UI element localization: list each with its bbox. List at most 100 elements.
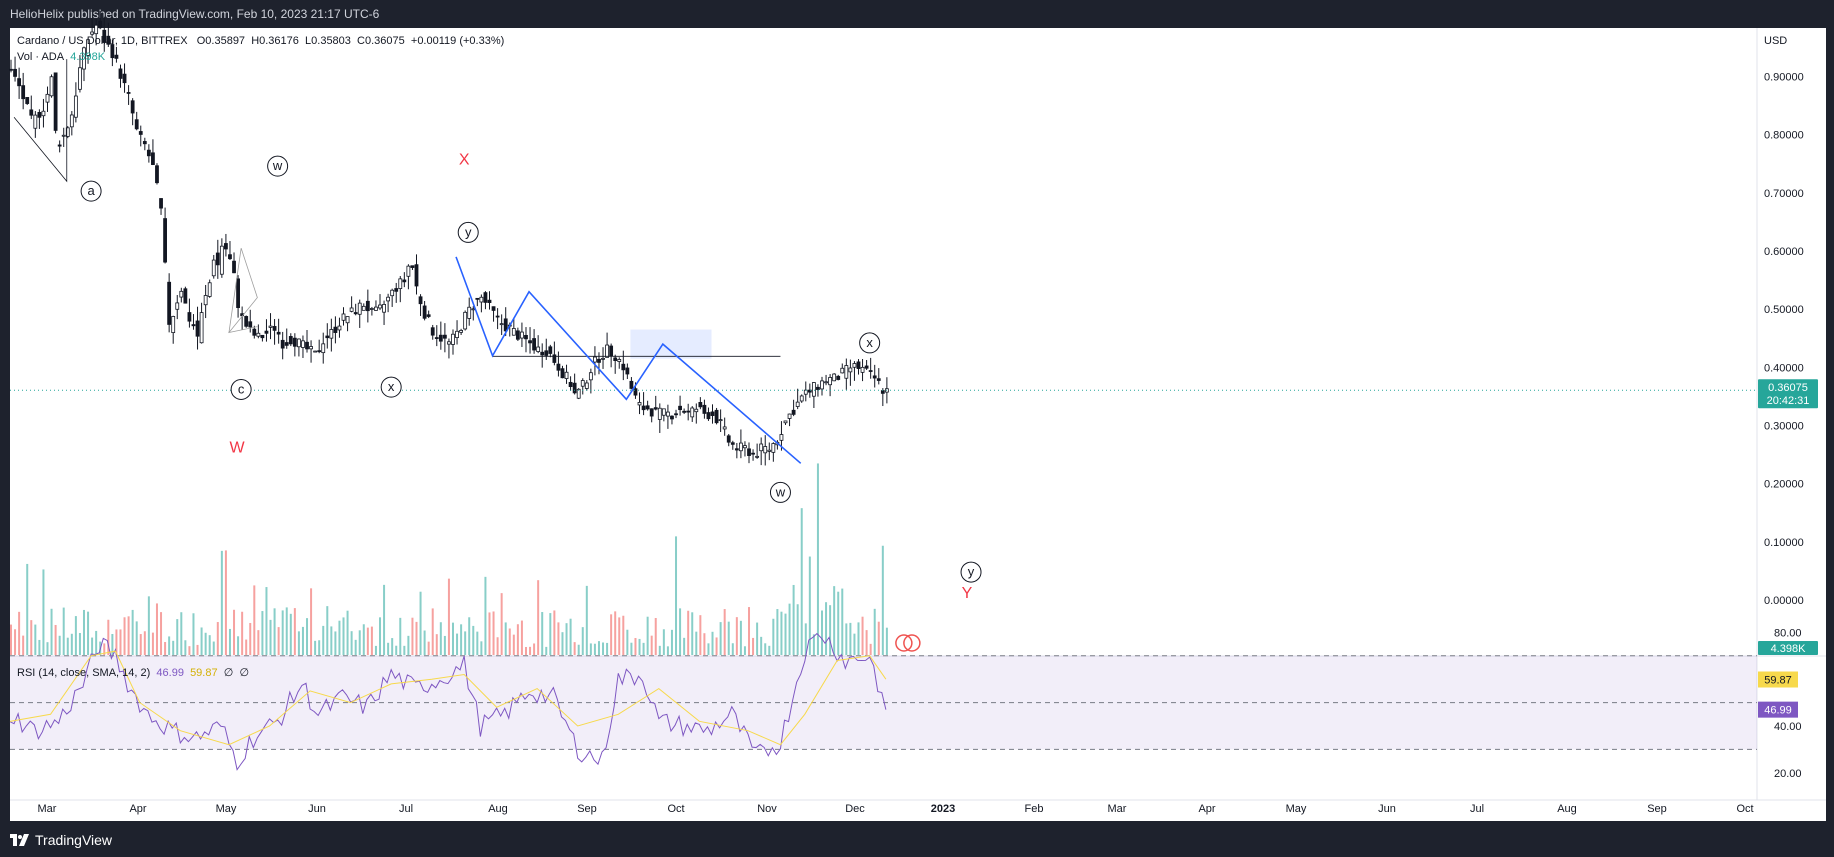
volume-bar [541,612,544,655]
volume-bar [87,611,90,655]
volume-bar [265,587,268,655]
candle-body [548,346,553,354]
candle-body [511,328,516,336]
volume-bar [115,629,118,655]
candle-body [313,350,318,353]
candle-body [747,448,751,456]
tradingview-logo[interactable]: TradingView [10,832,112,848]
volume-bar [180,612,183,655]
volume-bar [707,643,710,655]
candle-body [386,296,391,302]
candle-body [244,316,249,327]
volume-bar [228,628,231,655]
volume-bar [451,622,454,655]
volume-bar [399,617,402,655]
time-tick-label: Aug [488,803,508,815]
volume-bar [95,630,98,655]
volume-bar [739,620,742,655]
wave-label-circle: w [267,155,289,177]
candle-body [118,68,123,79]
volume-bar [46,642,49,655]
volume-bar [14,629,17,655]
candle-body [252,328,257,336]
candle-body [601,357,605,360]
candle-body [556,363,561,371]
rsi-label[interactable]: RSI (14, close, SMA, 14, 2) [17,667,151,679]
candle-body [860,366,865,373]
volume-legend: Vol · ADA 4.398K [17,51,105,63]
candle-body [657,407,662,420]
tradingview-logo-icon [10,834,29,846]
volume-bar [699,615,702,655]
time-tick-label: Mar [1108,803,1127,815]
volume-bar [561,632,564,655]
volume-bar [845,623,848,655]
candle-body [357,302,362,315]
volume-bar [261,611,264,655]
candle-body [65,127,70,137]
candle-body [564,371,569,379]
candle-body [495,315,500,318]
volume-bar [731,643,734,655]
candle-body [73,95,78,118]
candle-body [155,165,159,184]
candle-body [759,443,764,452]
candle-body [414,264,419,287]
candle-body [175,302,180,310]
candle-body [580,380,585,387]
candle-body [406,265,411,277]
volume-bar [237,636,240,655]
candle-body [649,408,654,417]
volume-bar [772,618,775,655]
price-tick-label: 0.30000 [1764,421,1804,433]
volume-bar [593,643,596,655]
price-tick-label: 0.10000 [1764,537,1804,549]
candle-body [710,411,715,416]
volume-bar [829,605,832,655]
candle-body [69,114,74,128]
volume-label[interactable]: Vol · ADA [17,51,65,63]
candle-body [471,308,476,311]
volume-bar [395,645,398,655]
volume-bar [220,550,223,655]
volume-bar [869,643,872,655]
volume-bar [155,603,158,655]
volume-bar [849,622,852,655]
volume-bar [597,641,600,655]
candle-body [787,413,792,419]
wave-circle-text: y [968,564,975,579]
volume-bar [529,646,532,655]
candle-body [568,381,573,387]
wave-circle-text: x [866,335,873,350]
candle-body [515,330,520,340]
volume-bar [34,624,37,655]
candle-body [21,85,26,100]
candle-body [447,341,451,345]
publish-line: HelioHelix published on TradingView.com,… [10,7,380,21]
candle-body [588,372,593,381]
volume-bar [865,630,868,655]
rsi-value-badge [1758,701,1798,718]
wave-label-red: X [459,152,470,169]
time-tick-label: Feb [1025,803,1044,815]
volume-bar [107,619,110,655]
candle-body [341,313,346,321]
symbol-title[interactable]: Cardano / US Dollar, 1D, BITTREX [17,35,188,47]
rsi-sma-badge [1758,671,1798,688]
candle-body [171,316,176,334]
volume-bar [760,636,763,655]
candle-body [690,407,695,418]
volume-bar [192,613,195,655]
candle-body [94,24,99,35]
volume-bar [135,621,138,655]
footer-brand: TradingView [35,832,113,848]
candle-body [122,73,127,84]
price-tick-label: 0.60000 [1764,246,1804,258]
candle-body [682,410,687,413]
candle-body [779,434,784,441]
wave-circle-text: c [238,381,245,396]
candle-body [767,449,772,452]
candle-body [820,380,824,390]
volume-bar [233,609,236,655]
